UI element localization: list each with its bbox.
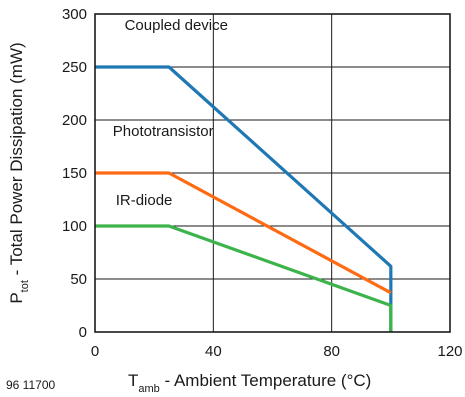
x-tick-label: 120 [437, 343, 462, 360]
y-tick-label: 250 [62, 59, 87, 76]
series-line-3 [95, 224, 393, 332]
y-tick-labels: 0 50 100 150 200 250 300 [62, 6, 87, 341]
series-annotation-1: Coupled device [125, 17, 228, 34]
y-tick-label: 50 [70, 271, 87, 288]
x-tick-label: 0 [91, 343, 99, 360]
series-annotation-2: Phototransistor [113, 123, 214, 140]
figure-id: 96 11700 [6, 378, 55, 392]
y-tick-label: 200 [62, 112, 87, 129]
x-axis-label: Tamb - Ambient Temperature (°C) [128, 371, 371, 395]
x-tick-label: 40 [205, 343, 222, 360]
series-annotation-3: IR-diode [116, 192, 173, 209]
plot-frame [94, 13, 451, 333]
x-tick-label: 80 [323, 343, 340, 360]
y-axis-label: Ptot - Total Power Dissipation (mW) [7, 42, 31, 303]
y-tick-label: 150 [62, 165, 87, 182]
y-tick-label: 100 [62, 218, 87, 235]
series-line-2 [95, 171, 392, 295]
series-lines [95, 65, 393, 332]
y-tick-label: 300 [62, 6, 87, 23]
x-tick-labels: 0 40 80 120 [91, 343, 463, 360]
series-annotations: Coupled device Phototransistor IR-diode [113, 17, 228, 209]
series-line-1 [95, 65, 393, 332]
y-tick-label: 0 [79, 324, 87, 341]
